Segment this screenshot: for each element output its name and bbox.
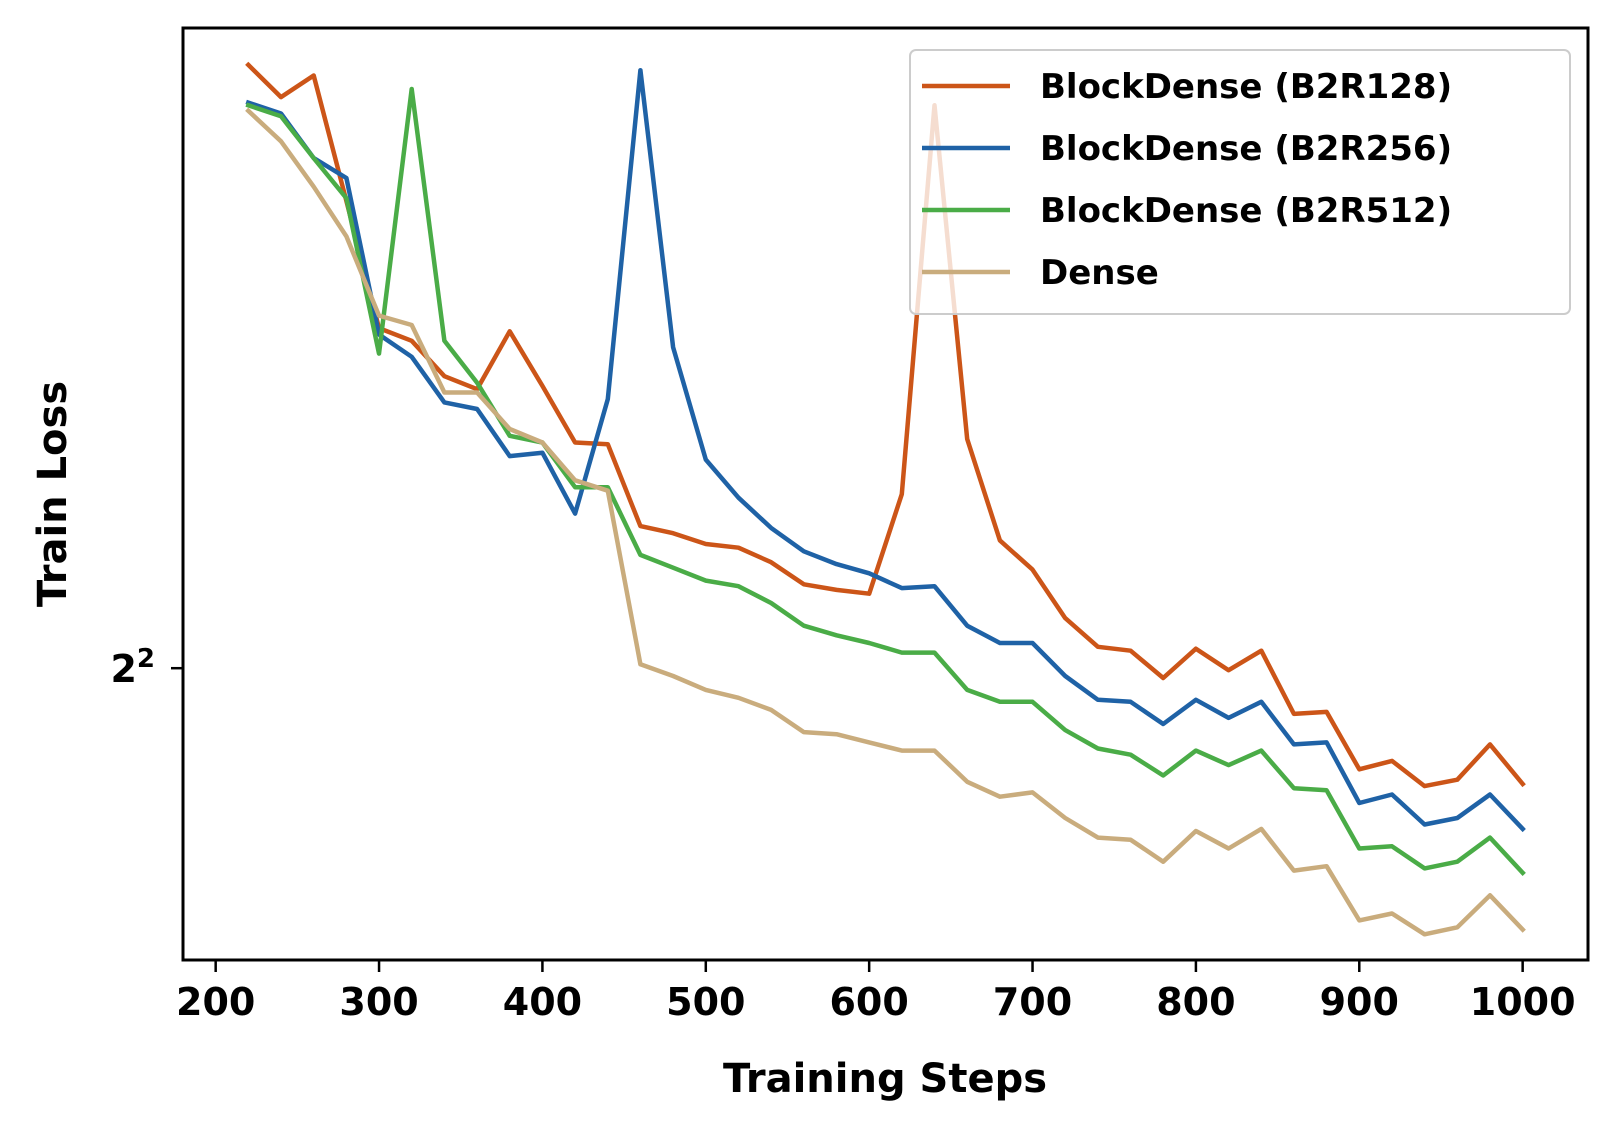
y-axis-ticks: 22 [110,644,183,691]
x-axis-title: Training Steps [723,1056,1047,1102]
series-line-2 [245,86,1526,876]
x-axis-ticks: 200 300 400 500 600 700 800 900 1000 [176,960,1576,1024]
legend-label-0: BlockDense (B2R128) [1040,67,1452,107]
y-tick-label: 22 [110,644,155,691]
legend-items: BlockDense (B2R128) BlockDense (B2R256) Bl… [922,67,1452,293]
series-line-0 [245,61,1526,789]
legend: BlockDense (B2R128) BlockDense (B2R256) Bl… [909,49,1571,315]
legend-label-3: Dense [1040,253,1159,293]
x-tick-label: 600 [829,980,908,1024]
x-tick-label: 300 [339,980,418,1024]
x-tick-label: 800 [1156,980,1235,1024]
x-tick-label: 500 [666,980,745,1024]
x-tick-label: 700 [993,980,1072,1024]
plot-area-frame [181,26,1590,962]
x-tick-label: 900 [1320,980,1399,1024]
x-tick-label: 200 [176,980,255,1024]
legend-box [909,49,1571,315]
legend-label-1: BlockDense (B2R256) [1040,129,1452,169]
legend-label-2: BlockDense (B2R512) [1040,191,1452,231]
x-tick-label: 400 [503,980,582,1024]
series-line-3 [245,107,1526,937]
y-axis-title: Train Loss [30,381,76,607]
series-line-1 [245,67,1526,833]
x-tick-label: 1000 [1470,980,1576,1024]
series-lines [245,61,1526,937]
